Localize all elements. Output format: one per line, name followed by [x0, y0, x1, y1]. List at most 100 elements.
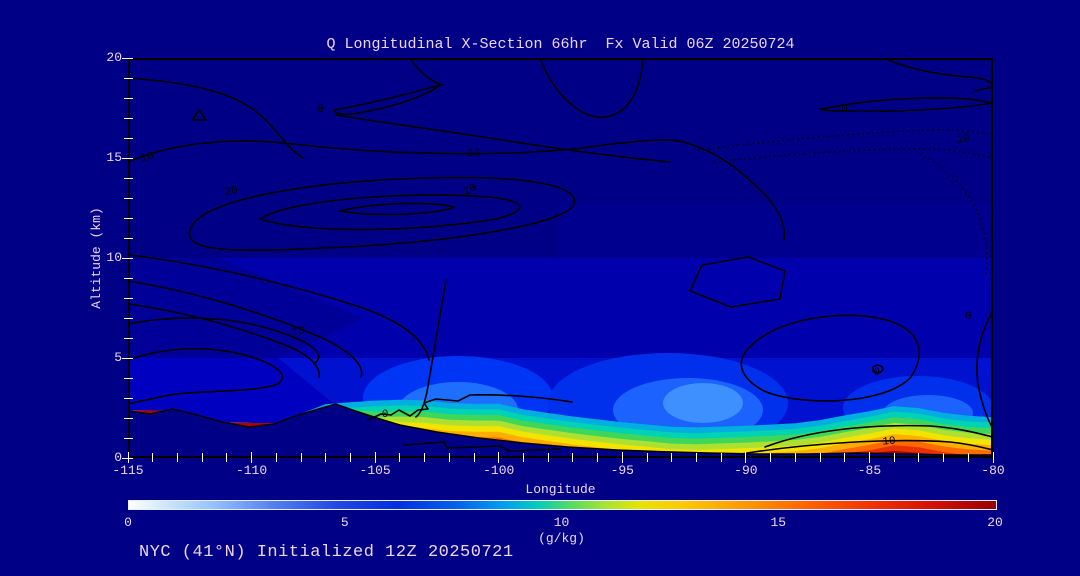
contour-line	[333, 84, 441, 116]
axis-tick	[251, 452, 253, 463]
axis-tick	[124, 397, 133, 399]
contour-line-negative	[919, 153, 988, 275]
contour-line	[367, 394, 573, 421]
axis-tick	[124, 417, 133, 419]
axis-tick	[124, 377, 133, 379]
axis-tick	[124, 317, 133, 319]
contour-line	[128, 77, 304, 159]
contour-line	[128, 280, 363, 378]
contour-label: 0	[841, 104, 848, 116]
axis-tick	[122, 457, 133, 459]
axis-tick	[124, 237, 133, 239]
contour-label: 10	[139, 151, 155, 166]
axis-tick	[124, 177, 133, 179]
fill-zone-dry-northwest	[128, 258, 363, 358]
colorbar-tick-label: 15	[770, 515, 787, 530]
y-tick-label: 5	[114, 350, 122, 365]
colorbar-tick-label: 20	[987, 515, 1003, 530]
contour-label: 10	[956, 133, 971, 147]
y-tick-label: 10	[106, 250, 122, 265]
x-tick-label: -100	[483, 463, 515, 478]
axis-tick	[770, 453, 772, 462]
axis-tick	[695, 453, 697, 462]
axis-tick	[124, 277, 133, 279]
axis-tick	[794, 453, 796, 462]
axis-tick	[547, 453, 549, 462]
contour-line	[819, 97, 993, 113]
contour-line	[740, 314, 920, 402]
contour-line	[689, 256, 786, 308]
contour-line	[973, 86, 993, 92]
axis-tick	[124, 217, 133, 219]
axis-tick	[893, 453, 895, 462]
axis-tick	[671, 453, 673, 462]
contour-label: 10	[467, 148, 480, 160]
contour-label: 20	[462, 182, 480, 199]
contour-label: 0	[382, 409, 389, 421]
contour-line	[403, 441, 561, 452]
axis-tick	[498, 452, 500, 463]
axis-tick	[349, 453, 351, 462]
axis-tick	[745, 452, 747, 463]
x-tick-label: -80	[981, 463, 1005, 478]
contour-line	[883, 58, 993, 86]
contour-line	[128, 317, 320, 365]
contour-line	[764, 424, 993, 448]
axis-tick	[374, 452, 376, 463]
axis-tick	[122, 257, 133, 259]
contour-line	[975, 309, 993, 430]
x-tick-label: -95	[610, 463, 634, 478]
axis-tick	[176, 453, 178, 462]
axis-tick	[819, 453, 821, 462]
contour-lines	[128, 58, 993, 455]
x-tick-label: -105	[359, 463, 391, 478]
x-tick-label: -110	[235, 463, 268, 478]
axis-tick	[124, 117, 133, 119]
axis-tick	[124, 97, 133, 99]
axis-tick	[522, 453, 524, 462]
contour-line	[188, 176, 576, 252]
moist-patch-central-core	[663, 383, 743, 423]
y-tick-label: 15	[106, 150, 122, 165]
contour-labels: 10 20 0 10 20 0 10 10 0 0 0 10	[139, 104, 971, 449]
terrain-silhouette	[128, 403, 993, 458]
axis-tick	[122, 57, 133, 59]
contour-line	[259, 194, 521, 231]
axis-tick	[967, 453, 969, 462]
axis-tick	[124, 437, 133, 439]
axis-tick	[124, 137, 133, 139]
axis-tick	[844, 453, 846, 462]
contour-label: 10	[882, 435, 896, 448]
colorbar-unit-label: (g/kg)	[538, 531, 585, 546]
contour-line	[128, 303, 320, 378]
axis-tick	[124, 297, 133, 299]
axis-tick	[275, 453, 277, 462]
y-tick-label: 20	[106, 50, 122, 65]
fill-zone-upper-right	[558, 203, 993, 258]
x-tick-label: -115	[112, 463, 144, 478]
axis-tick	[621, 452, 623, 463]
contour-line	[339, 202, 455, 216]
axis-tick	[597, 453, 599, 462]
axis-tick	[122, 157, 133, 159]
contour-line	[409, 58, 443, 86]
axis-tick	[448, 453, 450, 462]
contour-label: 0	[965, 311, 972, 323]
x-tick-label: -85	[857, 463, 882, 478]
colorbar-tick-label: 10	[553, 515, 570, 530]
contour-line	[872, 364, 884, 374]
axis-tick	[226, 453, 228, 462]
contour-line	[335, 114, 671, 163]
axis-tick	[124, 197, 133, 199]
contour-label: 0	[873, 367, 880, 379]
axis-tick	[124, 77, 133, 79]
contour-line	[128, 347, 284, 405]
axis-tick	[122, 357, 133, 359]
contour-line-negative	[697, 129, 993, 151]
contour-label: 0	[317, 104, 324, 116]
axis-tick	[152, 453, 154, 462]
axis-tick	[992, 452, 994, 463]
contour-line	[128, 254, 430, 361]
colorbar	[128, 500, 997, 510]
